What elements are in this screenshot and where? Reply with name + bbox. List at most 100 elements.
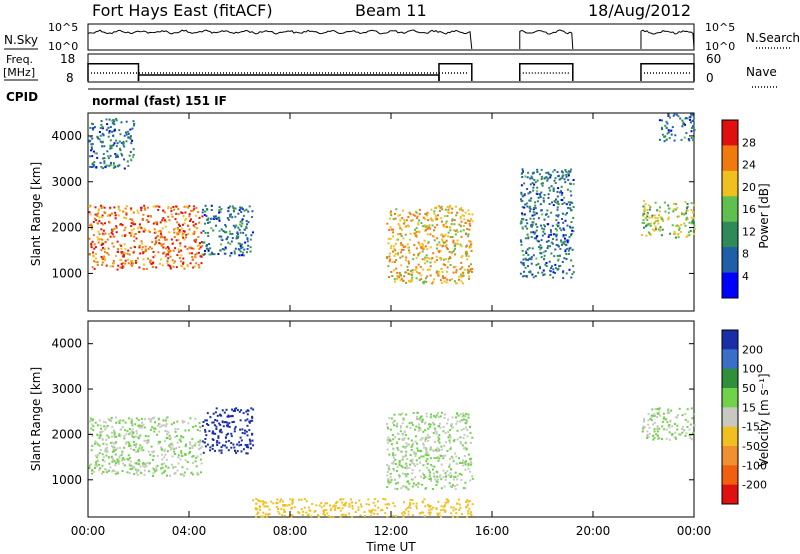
power-point: [525, 202, 528, 205]
power-point: [460, 280, 463, 283]
power-point: [129, 218, 132, 221]
power-point: [548, 260, 551, 263]
velocity-point: [291, 514, 294, 517]
power-point: [544, 263, 547, 266]
power-point: [91, 228, 93, 231]
power-point: [405, 219, 408, 222]
velocity-point: [464, 487, 467, 490]
power-point: [471, 213, 474, 216]
velocity-point: [232, 410, 235, 412]
power-point: [115, 225, 118, 228]
power-point: [203, 252, 206, 255]
power-point: [400, 251, 403, 254]
power-point: [91, 225, 93, 228]
velocity-point: [469, 479, 472, 482]
power-point: [235, 235, 238, 238]
power-point: [566, 171, 569, 174]
velocity-point: [123, 458, 126, 461]
power-point: [171, 215, 174, 218]
power-point: [418, 208, 421, 211]
power-point: [91, 240, 94, 243]
power-point: [180, 249, 183, 252]
velocity-point: [110, 455, 113, 458]
power-point: [560, 240, 563, 243]
velocity-point: [666, 421, 669, 424]
power-point: [572, 216, 575, 219]
power-point: [464, 222, 467, 225]
velocity-point: [434, 429, 437, 432]
power-point: [465, 250, 468, 253]
velocity-point: [422, 511, 425, 514]
velocity-point: [183, 471, 186, 474]
velocity-point: [690, 407, 693, 410]
velocity-point: [394, 478, 396, 481]
velocity-point: [467, 413, 470, 416]
power-point: [445, 225, 448, 228]
power-point: [112, 245, 115, 248]
velocity-point: [679, 433, 682, 436]
power-point: [519, 272, 522, 275]
velocity-point: [422, 442, 425, 445]
power-point: [430, 258, 433, 261]
power-point: [552, 238, 554, 241]
power-point: [429, 227, 432, 230]
velocity-point: [199, 430, 202, 433]
power-point: [101, 223, 104, 226]
velocity-point: [94, 442, 96, 445]
power-point: [91, 162, 94, 165]
velocity-point: [470, 511, 473, 514]
power-point: [141, 246, 144, 249]
velocity-point: [263, 505, 266, 508]
power-point: [113, 120, 116, 123]
velocity-point: [231, 408, 233, 411]
velocity-point: [194, 442, 197, 445]
power-point: [247, 210, 250, 213]
velocity-point: [233, 446, 236, 449]
velocity-point: [415, 505, 418, 508]
velocity-point: [181, 466, 184, 469]
velocity-point: [410, 449, 413, 451]
velocity-point: [467, 453, 470, 456]
power-point: [659, 216, 662, 219]
velocity-point: [117, 460, 120, 463]
velocity-point: [449, 472, 452, 475]
power-point: [192, 221, 195, 223]
power-point: [415, 234, 418, 237]
power-point: [122, 255, 125, 258]
velocity-point: [132, 441, 135, 443]
power-point: [169, 255, 172, 258]
velocity-point: [445, 475, 447, 478]
power-point: [211, 251, 213, 254]
power-point: [167, 247, 170, 250]
power-point: [213, 253, 216, 256]
power-point: [424, 225, 427, 228]
velocity-point: [439, 426, 442, 429]
power-point: [429, 265, 432, 268]
noise-left-tick-top: 10^5: [48, 21, 78, 34]
power-point: [125, 120, 128, 123]
velocity-point: [462, 487, 465, 490]
velocity-point: [656, 430, 659, 433]
velocity-point: [665, 437, 668, 440]
velocity-point: [652, 414, 655, 417]
velocity-point: [194, 417, 197, 420]
power-point: [130, 225, 133, 228]
power-point: [686, 218, 689, 221]
velocity-point: [102, 442, 105, 445]
velocity-point: [405, 465, 408, 467]
velocity-point: [673, 423, 676, 425]
velocity-point: [227, 439, 230, 442]
power-point: [220, 235, 223, 238]
velocity-point: [135, 444, 138, 447]
velocity-point: [157, 418, 160, 421]
power-point: [192, 247, 195, 250]
velocity-point: [268, 513, 271, 515]
velocity-point: [398, 460, 401, 462]
velocity-point: [161, 458, 164, 461]
power-point: [401, 228, 403, 231]
velocity-point: [425, 451, 428, 454]
power-point: [245, 225, 248, 228]
velocity-point: [411, 444, 414, 447]
velocity-point: [214, 449, 216, 452]
velocity-point: [470, 514, 473, 517]
